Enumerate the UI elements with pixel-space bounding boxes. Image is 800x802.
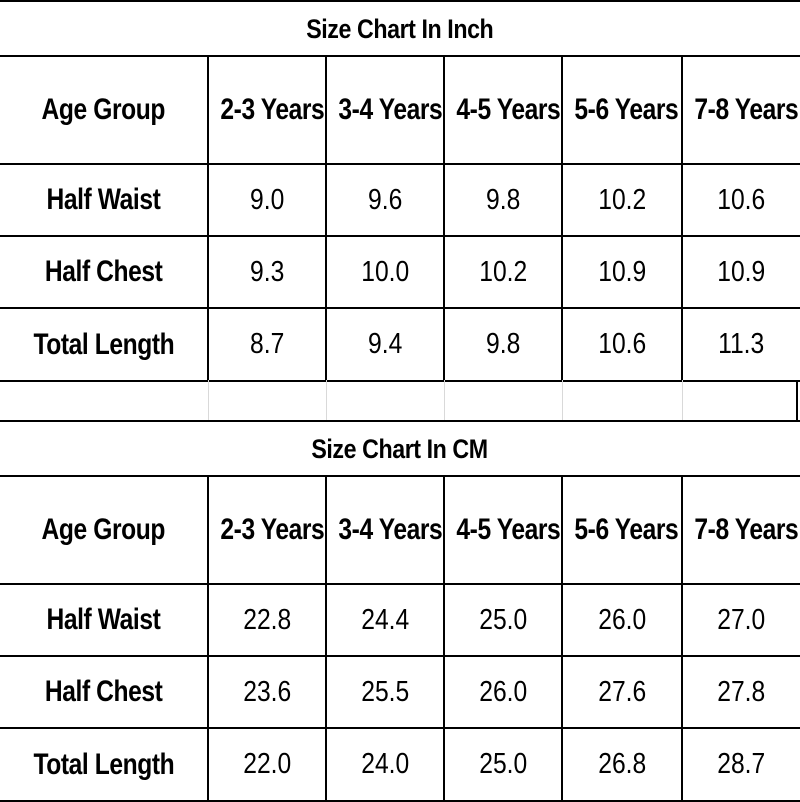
inch-chart-title: Size Chart In Inch	[0, 2, 800, 56]
cm-value-cell: 25.0	[443, 583, 563, 657]
cm-row-label: Total Length	[0, 727, 209, 802]
cm-value-cell: 26.0	[561, 583, 683, 657]
inch-value-cell: 10.6	[561, 307, 683, 382]
inch-table-row: Half Chest 9.3 10.0 10.2 10.9 10.9	[0, 235, 800, 309]
cm-value-cell: 22.8	[207, 583, 327, 657]
inch-row-label: Half Chest	[0, 235, 209, 309]
cm-column-header: 5-6 Years	[561, 475, 683, 585]
inch-value-cell: 9.8	[443, 307, 563, 382]
inch-value-cell: 9.0	[207, 163, 327, 237]
inch-row-label: Total Length	[0, 307, 209, 382]
inch-header-row: Age Group 2-3 Years 3-4 Years 4-5 Years …	[0, 55, 800, 165]
inch-value-cell: 10.2	[443, 235, 563, 309]
cm-column-header: 7-8 Years	[681, 475, 800, 585]
cm-row-label: Half Chest	[0, 655, 209, 729]
cm-column-header: 2-3 Years	[207, 475, 327, 585]
inch-value-cell: 10.2	[561, 163, 683, 237]
inch-value-cell: 10.9	[561, 235, 683, 309]
inch-value-cell: 9.4	[325, 307, 445, 382]
inch-table-row: Total Length 8.7 9.4 9.8 10.6 11.3	[0, 307, 800, 382]
inch-value-cell: 10.6	[681, 163, 800, 237]
inch-column-header: 5-6 Years	[561, 55, 683, 165]
inch-value-cell: 8.7	[207, 307, 327, 382]
cm-column-header: 4-5 Years	[443, 475, 563, 585]
cm-value-cell: 25.0	[443, 727, 563, 802]
cm-header-age-group: Age Group	[0, 475, 209, 585]
cm-chart-title: Size Chart In CM	[0, 422, 800, 476]
cm-value-cell: 27.8	[681, 655, 800, 729]
cm-size-table: Age Group 2-3 Years 3-4 Years 4-5 Years …	[0, 475, 800, 802]
inch-value-cell: 11.3	[681, 307, 800, 382]
cm-value-cell: 25.5	[325, 655, 445, 729]
spacer-band	[0, 380, 800, 420]
inch-column-header: 4-5 Years	[443, 55, 563, 165]
inch-chart-title-text: Size Chart In Inch	[306, 13, 494, 44]
inch-column-header: 7-8 Years	[681, 55, 800, 165]
cm-row-label: Half Waist	[0, 583, 209, 657]
inch-header-age-group: Age Group	[0, 55, 209, 165]
top-border	[0, 0, 800, 2]
inch-value-cell: 9.8	[443, 163, 563, 237]
cm-section-top-border	[0, 420, 800, 422]
cm-value-cell: 28.7	[681, 727, 800, 802]
cm-value-cell: 23.6	[207, 655, 327, 729]
cm-value-cell: 27.6	[561, 655, 683, 729]
cm-table-row: Half Waist 22.8 24.4 25.0 26.0 27.0	[0, 583, 800, 657]
inch-value-cell: 9.6	[325, 163, 445, 237]
cm-value-cell: 26.0	[443, 655, 563, 729]
cm-table-row: Half Chest 23.6 25.5 26.0 27.6 27.8	[0, 655, 800, 729]
cm-header-row: Age Group 2-3 Years 3-4 Years 4-5 Years …	[0, 475, 800, 585]
cm-chart-title-text: Size Chart In CM	[311, 433, 489, 464]
inch-size-table: Age Group 2-3 Years 3-4 Years 4-5 Years …	[0, 55, 800, 382]
cm-column-header: 3-4 Years	[325, 475, 445, 585]
inch-value-cell: 10.0	[325, 235, 445, 309]
inch-row-label: Half Waist	[0, 163, 209, 237]
cm-value-cell: 24.4	[325, 583, 445, 657]
cm-value-cell: 22.0	[207, 727, 327, 802]
cm-value-cell: 24.0	[325, 727, 445, 802]
cm-table-row: Total Length 22.0 24.0 25.0 26.8 28.7	[0, 727, 800, 802]
inch-column-header: 2-3 Years	[207, 55, 327, 165]
inch-table-row: Half Waist 9.0 9.6 9.8 10.2 10.6	[0, 163, 800, 237]
inch-value-cell: 10.9	[681, 235, 800, 309]
cm-value-cell: 27.0	[681, 583, 800, 657]
inch-column-header: 3-4 Years	[325, 55, 445, 165]
cm-value-cell: 26.8	[561, 727, 683, 802]
inch-value-cell: 9.3	[207, 235, 327, 309]
